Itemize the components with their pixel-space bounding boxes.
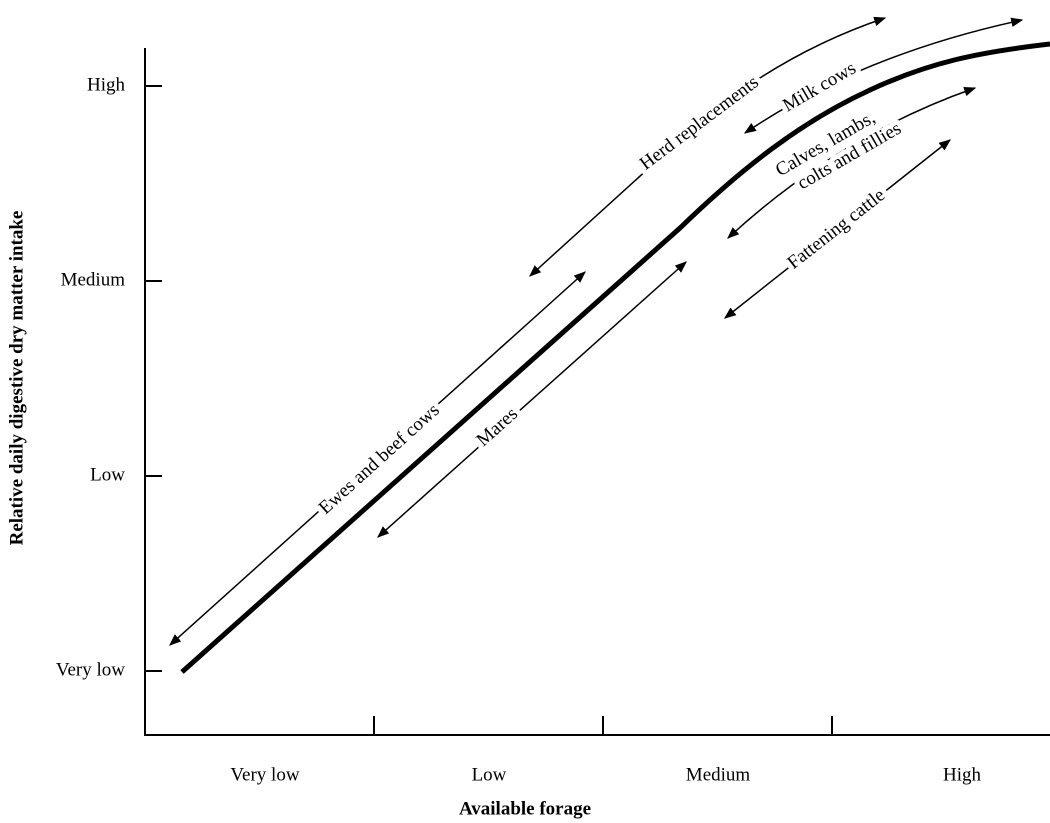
axes: High Medium Low Very low Very low Low Me… bbox=[6, 48, 1050, 819]
y-tick-label: Very low bbox=[56, 659, 125, 680]
x-axis-title: Available forage bbox=[459, 798, 591, 819]
y-tick-label: Medium bbox=[61, 269, 126, 290]
annotation: Fattening cattle bbox=[783, 185, 889, 274]
arrow bbox=[744, 17, 1024, 134]
x-tick-label: Very low bbox=[230, 764, 299, 785]
arrow bbox=[724, 139, 951, 319]
y-tick-label: Low bbox=[90, 464, 125, 485]
x-tick-label: Medium bbox=[686, 764, 751, 785]
y-axis-title: Relative daily digestive dry matter inta… bbox=[6, 211, 27, 546]
intake-curve bbox=[180, 41, 1050, 674]
annotation: Herd replacements bbox=[636, 72, 763, 175]
x-tick-label: Low bbox=[472, 764, 507, 785]
annotation: Mares bbox=[473, 403, 522, 450]
y-tick-label: High bbox=[87, 74, 126, 95]
x-tick-label: High bbox=[943, 764, 982, 785]
annotation: Milk cows bbox=[779, 58, 859, 117]
arrow bbox=[377, 261, 687, 538]
arrows bbox=[169, 16, 1024, 646]
